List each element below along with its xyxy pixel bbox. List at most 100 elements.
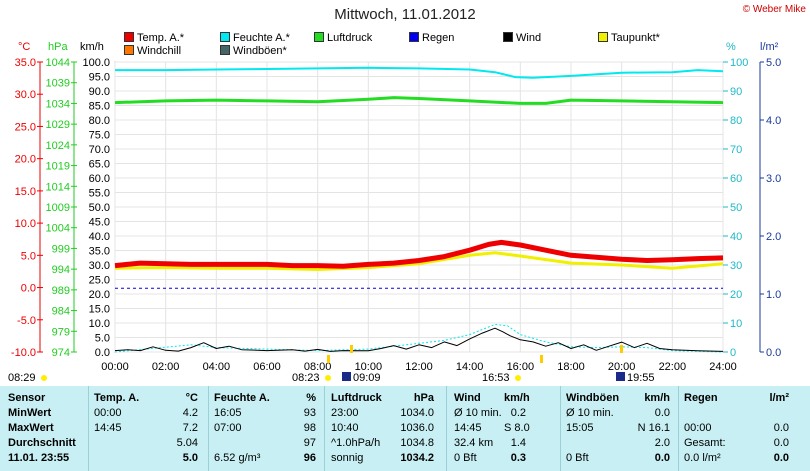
table-column-divider	[324, 386, 325, 471]
table-cell: 14:45	[454, 422, 482, 434]
table-cell: 0.0	[773, 422, 789, 434]
table-cell: 32.4 km	[454, 437, 494, 449]
sun-event-label: 19:55	[627, 372, 655, 384]
table-column-divider	[88, 386, 89, 471]
table-cell: 0.0	[773, 437, 789, 449]
temp-tick-label: 5.0	[21, 250, 36, 262]
wind-tick-label: 5.0	[95, 333, 110, 345]
legend-wind-label: Wind	[516, 32, 542, 44]
table-cell: 1.4	[510, 437, 526, 449]
unit-rain: l/m²	[760, 41, 779, 53]
sun-event-label: 16:53	[482, 372, 510, 384]
legend-windchill: Windchill	[124, 45, 181, 58]
sun-icon	[515, 375, 521, 381]
table-header-cell: °C	[185, 392, 198, 404]
wind-tick-label: 45.0	[89, 217, 110, 229]
table-cell: 00:00	[684, 422, 712, 434]
table-header-cell: km/h	[504, 392, 530, 404]
table-cell: 0.3	[510, 452, 526, 464]
rain-tick-label: 4.0	[766, 115, 781, 127]
rain-tick-label: 2.0	[766, 231, 781, 243]
legend-rain: Regen	[409, 32, 454, 45]
table-cell: 97	[303, 437, 316, 449]
legend-rain-swatch	[409, 32, 419, 42]
unit-humidity: %	[726, 41, 736, 53]
table-cell: 98	[303, 422, 316, 434]
temp-tick-label: 10.0	[15, 218, 36, 230]
pressure-tick-label: 1039	[46, 78, 70, 90]
legend-dewpoint-label: Taupunkt*	[611, 32, 660, 44]
time-tick-label: 02:00	[152, 361, 180, 373]
pressure-tick-label: 1009	[46, 202, 70, 214]
legend-gust: Windböen*	[220, 45, 287, 58]
time-tick-label: 06:00	[253, 361, 281, 373]
table-cell: 2.0	[654, 437, 670, 449]
series-temp-a	[114, 239, 724, 269]
copyright: © Weber Mike	[742, 4, 806, 15]
moon-icon	[616, 372, 625, 381]
pressure-tick-label: 1034	[46, 98, 70, 110]
pressure-tick-label: 984	[52, 306, 70, 318]
humidity-tick-label: 0	[730, 347, 736, 359]
table-cell: 15:05	[566, 422, 594, 434]
time-tick-label: 14:00	[456, 361, 484, 373]
legend-windchill-label: Windchill	[137, 45, 182, 57]
temp-tick-label: 0.0	[21, 283, 36, 295]
unit-wind: km/h	[80, 41, 104, 53]
humidity-tick-label: 80	[730, 115, 742, 127]
table-cell: 5.0	[182, 452, 198, 464]
table-column-divider	[446, 386, 447, 471]
sun-icon	[325, 375, 331, 381]
pressure-tick-label: 974	[52, 347, 70, 359]
rain-tick-label: 0.0	[766, 347, 781, 359]
wind-tick-label: 25.0	[89, 275, 110, 287]
series-taupunkt	[114, 251, 724, 271]
series-luftdruck	[114, 96, 724, 105]
humidity-tick-label: 30	[730, 260, 742, 272]
unit-temp: °C	[18, 41, 31, 53]
table-cell: sonnig	[331, 452, 364, 464]
table-cell: 10:40	[331, 422, 359, 434]
table-header-cell: Temp. A.	[94, 392, 140, 404]
legend-gust-swatch	[220, 45, 230, 55]
table-cell: 1034.2	[400, 452, 434, 464]
pressure-tick-label: 1014	[46, 181, 70, 193]
time-tick-label: 00:00	[101, 361, 129, 373]
time-marker	[350, 345, 353, 353]
table-header-cell: Luftdruck	[331, 392, 382, 404]
legend-pressure: Luftdruck	[314, 32, 372, 45]
table-cell: 1034.8	[400, 437, 434, 449]
sun-events-layer	[41, 345, 625, 381]
wind-tick-label: 95.0	[89, 72, 110, 84]
temp-tick-label: 15.0	[15, 186, 36, 198]
humidity-tick-label: 20	[730, 289, 742, 301]
table-header-cell: Regen	[684, 392, 718, 404]
table-column-divider	[678, 386, 679, 471]
temp-tick-label: 35.0	[15, 57, 36, 69]
legend-temp-swatch	[124, 32, 134, 42]
pressure-tick-label: 994	[52, 264, 70, 276]
table-cell: Gesamt:	[684, 437, 726, 449]
table-cell: 0 Bft	[454, 452, 477, 464]
wind-tick-label: 80.0	[89, 115, 110, 127]
time-marker	[540, 355, 543, 363]
unit-pressure: hPa	[48, 41, 68, 53]
table-header-cell: l/m²	[769, 392, 789, 404]
wind-tick-label: 70.0	[89, 144, 110, 156]
legend-wind: Wind	[503, 32, 541, 45]
wind-tick-label: 75.0	[89, 130, 110, 142]
legend-windchill-swatch	[124, 45, 134, 55]
pressure-tick-label: 1044	[46, 57, 70, 69]
time-tick-label: 20:00	[608, 361, 636, 373]
statistics-table: Sensor Temp. A. °C Feuchte A.% Luftdruck hPa W…	[0, 386, 810, 471]
legend-dewpoint-swatch	[598, 32, 608, 42]
temp-tick-label: -10.0	[11, 347, 36, 359]
wind-tick-label: 90.0	[89, 86, 110, 98]
humidity-tick-label: 90	[730, 86, 742, 98]
wind-tick-label: 60.0	[89, 173, 110, 185]
series-feuchte-a	[115, 66, 724, 79]
series-wind	[114, 327, 724, 352]
time-tick-label: 10:00	[355, 361, 383, 373]
time-tick-label: 18:00	[557, 361, 585, 373]
table-header-cell: Sensor	[8, 392, 46, 404]
